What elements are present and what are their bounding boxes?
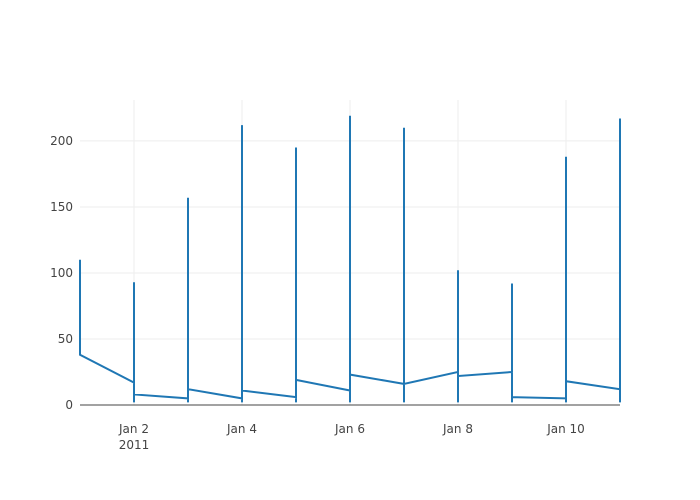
x-tick-label: Jan 6 (334, 422, 365, 436)
x-tick-label: Jan 2 (118, 422, 149, 436)
y-tick-label: 150 (50, 200, 73, 214)
y-tick-label: 100 (50, 266, 73, 280)
y-tick-label: 0 (65, 398, 73, 412)
x-tick-label: Jan 8 (442, 422, 473, 436)
y-tick-label: 50 (58, 332, 73, 346)
y-tick-label: 200 (50, 134, 73, 148)
x-year-label: 2011 (119, 438, 150, 452)
x-tick-label: Jan 10 (546, 422, 585, 436)
x-tick-label: Jan 4 (226, 422, 257, 436)
data-line (79, 115, 621, 403)
